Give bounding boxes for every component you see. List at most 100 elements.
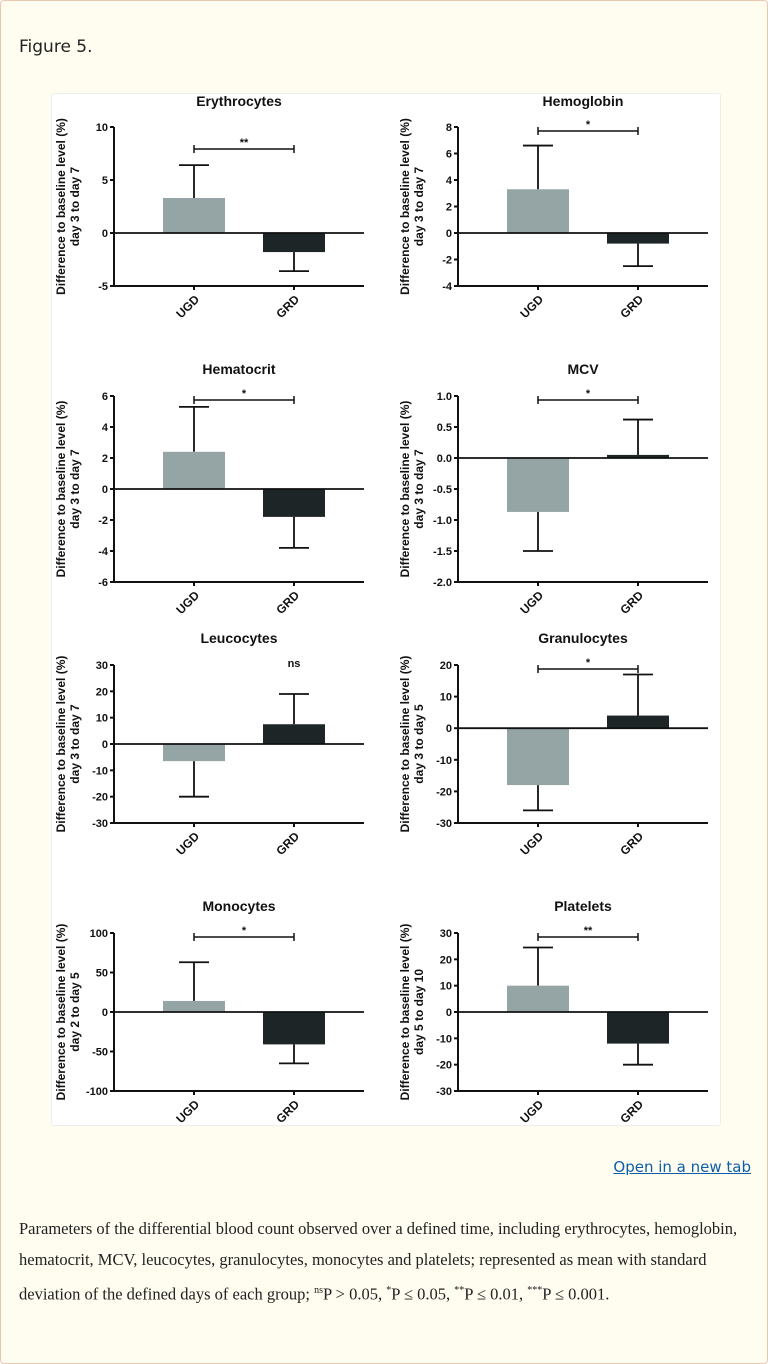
y-axis-label-days: day 3 to day 7 — [68, 166, 82, 246]
y-tick-label: 4 — [102, 422, 109, 434]
chart-monocytes: Monocytes Difference to baseline level (%… — [54, 898, 364, 1126]
y-axis-label-days: day 2 to day 5 — [68, 972, 82, 1052]
open-in-new-tab-link[interactable]: Open in a new tab — [613, 1158, 751, 1176]
s3-sup: *** — [527, 1285, 543, 1296]
s2-text: P ≤ 0.01, — [464, 1284, 528, 1304]
y-tick-label: -20 — [92, 792, 108, 804]
significance-label: * — [242, 388, 247, 400]
y-axis-label: Difference to baseline level (%) — [54, 401, 68, 578]
bar-grd — [607, 233, 669, 244]
y-tick-label: 10 — [440, 692, 452, 704]
x-tick-label: UGD — [173, 588, 202, 617]
y-tick-label: 1.0 — [437, 391, 452, 403]
significance-label: ** — [240, 137, 249, 149]
x-tick-label: GRD — [617, 588, 646, 617]
figure-panel: Erythrocytes Difference to baseline level… — [51, 93, 721, 1126]
s1-text: P ≤ 0.05, — [391, 1284, 455, 1304]
y-axis-label: Difference to baseline level (%) — [398, 924, 412, 1101]
significance-label: * — [586, 388, 591, 400]
y-tick-label: 0 — [102, 228, 108, 240]
y-tick-label: 20 — [440, 954, 452, 966]
x-tick-label: GRD — [273, 1097, 302, 1125]
y-tick-label: 6 — [102, 391, 108, 403]
y-tick-label: 30 — [96, 660, 108, 672]
figure-caption: Parameters of the differential blood cou… — [19, 1213, 754, 1310]
chart-mcv: MCV Difference to baseline level (%) day 3… — [398, 361, 708, 617]
y-tick-label: -2 — [98, 515, 108, 527]
bar-ugd — [163, 198, 225, 233]
x-tick-label: GRD — [617, 292, 646, 321]
chart-leucocytes: Leucocytes Difference to baseline level (… — [54, 630, 364, 858]
bar-ugd — [163, 451, 225, 489]
y-tick-label: 10 — [440, 981, 452, 993]
y-axis-label-days: day 3 to day 5 — [412, 704, 426, 784]
x-tick-label: GRD — [273, 829, 302, 858]
y-tick-label: -30 — [436, 1086, 452, 1098]
y-tick-label: 0.0 — [437, 453, 452, 465]
ns-text: P > 0.05, — [322, 1284, 387, 1304]
bar-grd — [263, 1012, 325, 1045]
bar-grd — [607, 1012, 669, 1044]
y-tick-label: -4 — [442, 281, 453, 293]
x-tick-label: UGD — [173, 829, 202, 858]
y-tick-label: -4 — [98, 546, 109, 558]
bar-ugd — [507, 985, 569, 1012]
y-tick-label: 30 — [440, 928, 452, 940]
bar-grd — [263, 233, 325, 253]
significance-label: ns — [288, 658, 301, 670]
chart-hemoglobin: Hemoglobin Difference to baseline level (… — [398, 93, 708, 321]
significance-label: * — [586, 657, 591, 669]
y-tick-label: 0 — [102, 484, 108, 496]
y-tick-label: -5 — [98, 281, 108, 293]
y-tick-label: -30 — [436, 818, 452, 830]
y-tick-label: -10 — [92, 765, 108, 777]
y-tick-label: 2 — [102, 453, 108, 465]
y-tick-label: 50 — [96, 968, 108, 980]
x-tick-label: GRD — [617, 829, 646, 858]
x-tick-label: UGD — [173, 292, 202, 321]
y-axis-label-days: day 3 to day 7 — [68, 704, 82, 784]
bar-ugd — [507, 728, 569, 786]
y-tick-label: 8 — [446, 122, 452, 134]
y-axis-label: Difference to baseline level (%) — [398, 118, 412, 295]
bar-ugd — [163, 1000, 225, 1012]
bar-grd — [263, 724, 325, 744]
y-tick-label: -10 — [436, 1033, 452, 1045]
s3-text: P ≤ 0.001. — [542, 1284, 610, 1304]
bar-ugd — [507, 189, 569, 233]
x-tick-label: UGD — [517, 1097, 546, 1125]
x-tick-label: GRD — [273, 588, 302, 617]
y-tick-label: -2.0 — [433, 577, 452, 589]
y-tick-label: -10 — [436, 755, 452, 767]
x-tick-label: GRD — [273, 292, 302, 321]
y-tick-label: -6 — [98, 577, 108, 589]
chart-title: Leucocytes — [200, 630, 277, 646]
bar-ugd — [163, 744, 225, 762]
x-tick-label: UGD — [517, 292, 546, 321]
y-tick-label: 4 — [446, 175, 453, 187]
s2-sup: ** — [454, 1285, 465, 1296]
y-tick-label: -100 — [86, 1086, 108, 1098]
s1-sup: * — [386, 1285, 392, 1296]
y-tick-label: -30 — [92, 818, 108, 830]
ns-sup: ns — [314, 1285, 323, 1296]
bar-grd — [607, 454, 669, 458]
y-tick-label: -50 — [92, 1047, 108, 1059]
charts-svg: Erythrocytes Difference to baseline level… — [54, 93, 708, 1126]
y-axis-label: Difference to baseline level (%) — [54, 924, 68, 1101]
y-tick-label: 5 — [102, 175, 108, 187]
chart-title: Granulocytes — [538, 630, 628, 646]
caption-text: Parameters of the differential blood cou… — [19, 1219, 738, 1304]
y-axis-label: Difference to baseline level (%) — [54, 656, 68, 833]
y-tick-label: -20 — [436, 1060, 452, 1072]
y-axis-label-days: day 3 to day 7 — [412, 449, 426, 529]
chart-title: Platelets — [554, 898, 612, 914]
y-tick-label: 0 — [102, 739, 108, 751]
y-tick-label: 0.5 — [437, 422, 452, 434]
bar-grd — [263, 489, 325, 517]
y-tick-label: -1.5 — [433, 546, 452, 558]
significance-label: * — [586, 119, 591, 131]
y-tick-label: 10 — [96, 713, 108, 725]
y-tick-label: -20 — [436, 786, 452, 798]
